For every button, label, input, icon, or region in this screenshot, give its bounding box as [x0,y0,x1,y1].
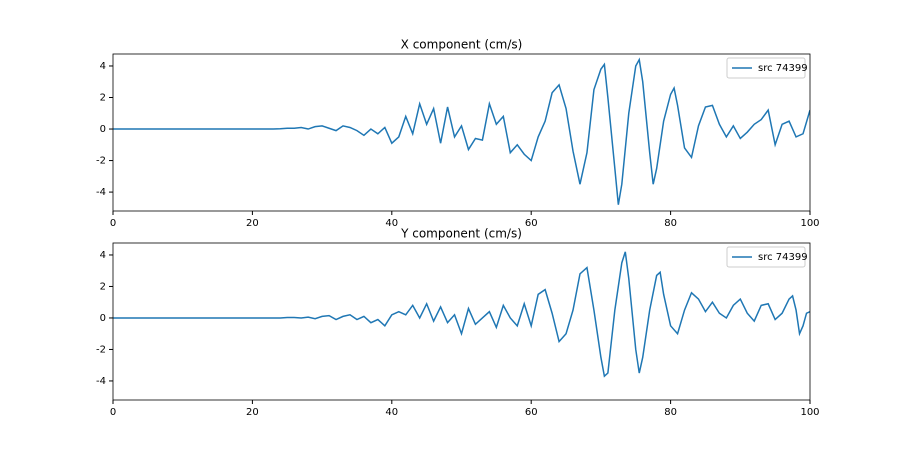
x-tick-label: 60 [525,218,538,229]
x-tick-label: 80 [664,407,677,418]
y-tick-label: -4 [96,187,106,198]
y-tick-label: 2 [100,93,106,104]
legend-label: src 74399 [758,63,808,74]
x-tick-label: 0 [110,218,116,229]
x-tick-label: 20 [246,407,259,418]
y-tick-label: -2 [96,156,106,167]
legend-box [726,246,806,268]
x-tick-label: 100 [800,407,819,418]
plot-area [113,251,810,378]
x-tick-label: 80 [664,218,677,229]
axes-frame [112,242,811,401]
y-tick-label: 4 [100,250,106,261]
legend-box [726,57,806,79]
plot-area [113,57,810,205]
axes-frame [112,53,811,212]
x-tick-label: 40 [385,407,398,418]
series-line [113,57,810,205]
x-tick-label: 40 [385,218,398,229]
y-tick-label: -4 [96,376,106,387]
y-tick-label: 0 [100,124,106,135]
chart-title: Y component (cm/s) [400,227,522,241]
chart-title: X component (cm/s) [401,38,523,52]
x-tick-label: 60 [525,407,538,418]
y-tick-label: 0 [100,313,106,324]
y-tick-label: 2 [100,281,106,292]
x-tick-label: 100 [800,218,819,229]
y-tick-label: 4 [100,61,106,72]
legend-label: src 74399 [758,252,808,263]
series-line [113,251,810,378]
x-tick-label: 0 [110,407,116,418]
x-tick-label: 20 [246,218,259,229]
y-tick-label: -2 [96,344,106,355]
